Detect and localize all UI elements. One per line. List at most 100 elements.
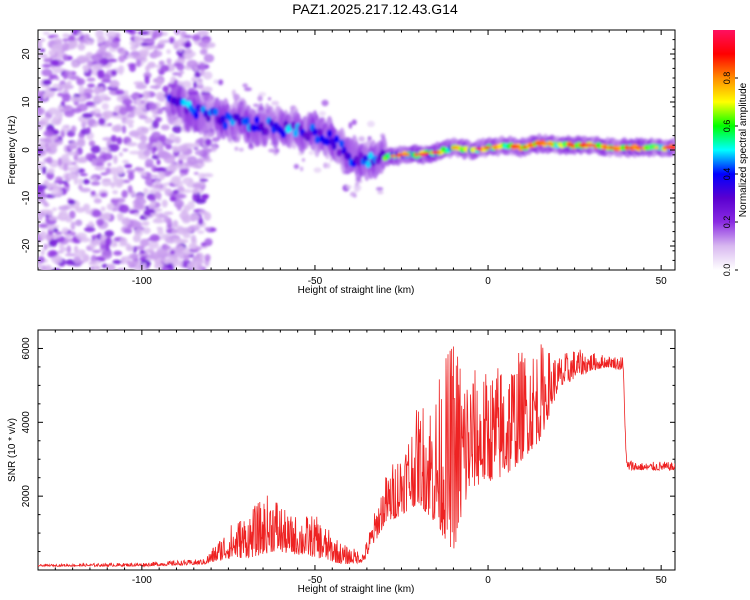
spectrogram-cell: [57, 92, 64, 97]
spectrogram-cell: [41, 117, 51, 121]
spectrogram-cell: [113, 250, 123, 256]
spectrogram-cell: [65, 217, 73, 223]
spectrogram-cell: [135, 245, 145, 251]
spectrogram-cell: [220, 115, 226, 124]
spectrogram-cell: [172, 125, 183, 134]
spectrogram-cell: [126, 260, 138, 266]
spectrogram-cell: [123, 228, 131, 234]
spectrogram-cell: [82, 88, 94, 95]
spectrogram-cell: [86, 126, 91, 134]
spectrogram-cell: [199, 62, 206, 71]
spectrogram-cell: [187, 262, 198, 270]
spectrogram-cell: [50, 234, 61, 239]
spectrogram-cell: [268, 119, 275, 128]
spectrogram-cell: [172, 40, 180, 50]
spectrogram-cell: [155, 140, 163, 150]
spectrogram-cell: [176, 63, 185, 71]
spectrogram-cell: [197, 230, 205, 234]
spectrogram-cell: [69, 150, 77, 156]
spectrogram-cell: [109, 80, 120, 89]
spectrogram-cell: [263, 127, 270, 136]
spectrogram-cell: [365, 160, 372, 169]
spectrogram-cell: [167, 263, 175, 270]
spectrogram-cell: [205, 138, 212, 146]
spectrogram-cell: [174, 30, 181, 36]
spectrogram-cell: [110, 40, 120, 49]
spectrogram-cell: [212, 107, 219, 116]
spectrogram-cell: [134, 212, 140, 217]
spectrogram-cell: [58, 205, 70, 211]
spectrogram-cell: [205, 114, 212, 123]
spectrogram-cell: [301, 158, 306, 162]
spectrogram-cell: [40, 249, 45, 256]
spectrogram-cell: [271, 100, 280, 106]
spectrogram-cell: [197, 79, 203, 86]
spectrogram-cell: [53, 38, 63, 43]
spectrogram-cell: [191, 34, 201, 41]
spectrogram-cell: [48, 227, 54, 231]
spectrogram-cell: [106, 263, 116, 270]
spectrogram-cell: [101, 263, 108, 269]
spectrogram-cell: [211, 144, 217, 152]
spectrogram-cell: [70, 125, 77, 133]
spectrogram-cell: [202, 86, 213, 93]
spectrogram-cell: [94, 158, 105, 162]
spectrogram-cell: [275, 148, 280, 153]
spectrogram-cell: [140, 42, 150, 47]
spectrogram-cell: [79, 237, 91, 243]
spectrogram-cell: [42, 31, 50, 36]
spectrogram-cell: [201, 173, 214, 178]
spectrogram-cell: [43, 58, 53, 63]
spectrogram-cell: [50, 182, 58, 188]
spectrogram-cell: [91, 158, 97, 167]
y-tick-label: 4000: [21, 411, 32, 434]
spectrogram-cell: [68, 145, 78, 150]
spectrogram-cell: [87, 83, 96, 88]
spectrogram-cell: [48, 239, 58, 247]
spectrogram-cell: [191, 76, 198, 83]
colorbar-gradient: [713, 30, 735, 270]
spectrogram-cell: [336, 148, 342, 157]
spectrogram-cell: [145, 177, 154, 187]
spectrogram-cell: [124, 30, 134, 33]
spectrogram-cell: [164, 236, 176, 244]
spectrogram-cell: [186, 59, 198, 68]
spectrogram-cell: [578, 143, 588, 147]
spectrogram-cell: [171, 145, 180, 153]
spectrogram-cell: [49, 74, 58, 80]
spectrogram-cell: [178, 186, 185, 192]
spectrogram-cell: [253, 103, 259, 107]
spectrogram-cell: [134, 228, 144, 237]
spectrogram-cell: [38, 138, 51, 142]
spectrogram-cell: [101, 103, 109, 110]
spectrogram-cell: [133, 167, 146, 171]
spectrogram-cell: [128, 253, 139, 260]
x-tick-label: 0: [485, 575, 491, 586]
spectrogram-cell: [77, 96, 85, 101]
spectrogram-cell: [147, 102, 158, 111]
spectrogram-cell: [65, 259, 75, 266]
spectrogram-cell: [85, 153, 93, 161]
spectrogram-cell: [70, 221, 76, 231]
spectrogram-cell: [94, 166, 106, 171]
spectrogram-cell: [153, 167, 165, 172]
spectrogram-cell: [194, 71, 201, 78]
spectrogram-cell: [389, 154, 397, 158]
spectrogram-cell: [166, 49, 171, 55]
spectrogram-cell: [95, 30, 104, 39]
spectrogram-cell: [142, 227, 151, 235]
spectrogram-cell: [164, 188, 173, 197]
spectrogram-cell: [144, 248, 154, 253]
spectrogram-cell: [184, 41, 192, 49]
spectrogram-cell: [313, 167, 322, 173]
spectrogram-cell: [204, 227, 211, 231]
spectrogram-cell: [222, 121, 229, 130]
spectrogram-cell: [52, 227, 59, 233]
spectrogram-cell: [107, 123, 113, 127]
spectrogram-cell: [73, 164, 80, 173]
spectrogram-cell: [173, 199, 185, 209]
spectrogram-cell: [338, 139, 345, 148]
spectrogram-cell: [168, 36, 175, 44]
top-y-axis: 20 10 0 -10 -20: [21, 29, 675, 271]
spectrogram-cell: [39, 48, 46, 53]
